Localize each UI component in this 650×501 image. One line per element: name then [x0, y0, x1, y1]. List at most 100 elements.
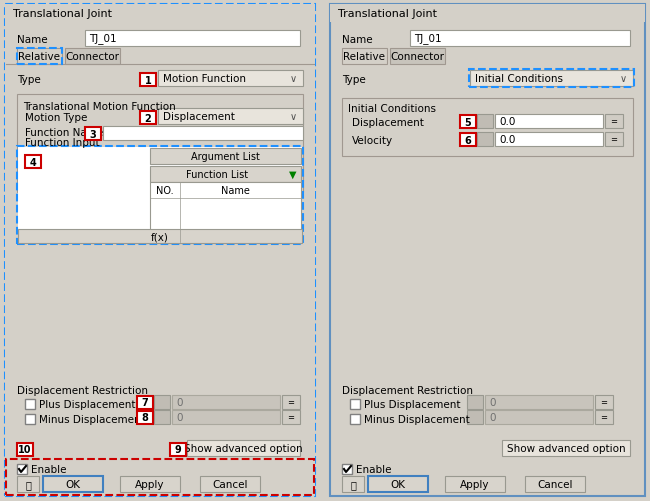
Bar [342, 49, 387, 65]
Bar [5, 23, 315, 496]
Text: Function List: Function List [186, 170, 248, 180]
Text: 9: 9 [175, 444, 181, 454]
Text: Apply: Apply [135, 479, 164, 489]
Bar [368, 476, 428, 492]
Bar [460, 134, 476, 147]
Text: 6: 6 [465, 135, 471, 145]
Bar [502, 440, 630, 456]
Text: =: = [610, 117, 617, 126]
Bar [342, 476, 364, 492]
Text: ▼: ▼ [289, 170, 297, 180]
Bar [485, 410, 593, 424]
Bar [495, 133, 603, 147]
Text: Enable: Enable [356, 464, 391, 474]
Bar [350, 399, 360, 409]
Text: 🔧: 🔧 [25, 479, 31, 489]
Text: Relative: Relative [343, 52, 385, 62]
Text: Argument List: Argument List [190, 152, 259, 162]
Text: Name: Name [220, 186, 250, 195]
Bar [467, 395, 483, 409]
Text: Displacement Restriction: Displacement Restriction [342, 385, 473, 395]
Bar [605, 133, 623, 147]
Text: 0: 0 [489, 397, 495, 407]
Bar [150, 149, 301, 165]
Bar [137, 396, 153, 409]
Bar [525, 476, 585, 492]
Text: Initial Conditions: Initial Conditions [348, 104, 436, 114]
Bar [25, 156, 41, 169]
Text: Type: Type [17, 75, 41, 85]
Bar [595, 410, 613, 424]
Text: Apply: Apply [460, 479, 489, 489]
Text: Plus Displacement: Plus Displacement [364, 399, 460, 409]
Text: 4: 4 [30, 157, 36, 167]
Bar [170, 443, 186, 456]
Bar [85, 128, 101, 141]
Bar [120, 476, 180, 492]
Text: =: = [287, 413, 294, 422]
Text: Displacement Restriction: Displacement Restriction [17, 385, 148, 395]
Bar [410, 31, 630, 47]
Text: 0.0: 0.0 [499, 135, 515, 145]
Text: 2: 2 [145, 113, 151, 123]
Text: Name: Name [17, 35, 47, 45]
Bar [460, 116, 476, 129]
Text: OK: OK [66, 479, 81, 489]
Bar [25, 399, 35, 409]
Text: Show advanced option: Show advanced option [507, 443, 625, 453]
Text: Initial Conditions: Initial Conditions [475, 74, 563, 84]
Bar [470, 71, 633, 87]
Bar [17, 95, 303, 192]
Bar [158, 109, 303, 125]
Bar [495, 115, 603, 129]
Bar [25, 414, 35, 424]
Text: Displacement: Displacement [352, 118, 424, 128]
Bar [17, 464, 27, 474]
Bar [65, 49, 120, 65]
Text: NO.: NO. [156, 186, 174, 195]
Bar [172, 395, 280, 409]
Text: 5: 5 [465, 117, 471, 127]
Bar [282, 410, 300, 424]
Bar [469, 70, 634, 88]
Text: Velocity: Velocity [352, 136, 393, 146]
Bar [342, 99, 633, 157]
Text: Minus Displacement: Minus Displacement [364, 414, 470, 424]
Text: Motion Type: Motion Type [25, 113, 87, 123]
Bar [150, 183, 301, 242]
Text: f(x): f(x) [151, 231, 169, 241]
Text: TJ_01: TJ_01 [414, 34, 441, 45]
Text: Translational Joint: Translational Joint [13, 9, 112, 19]
Text: 🔧: 🔧 [350, 479, 356, 489]
Bar [103, 127, 303, 141]
Bar [605, 115, 623, 129]
Text: Name: Name [342, 35, 372, 45]
Text: 3: 3 [90, 129, 96, 139]
Text: 0: 0 [176, 397, 183, 407]
Bar [158, 71, 303, 87]
Text: Type: Type [342, 75, 366, 85]
Text: Connector: Connector [390, 52, 444, 62]
Text: Motion Function: Motion Function [163, 74, 246, 84]
Bar [5, 5, 315, 23]
Text: Function Name: Function Name [25, 128, 103, 138]
Text: 8: 8 [142, 413, 148, 423]
Bar [154, 395, 170, 409]
Text: Translational Motion Function: Translational Motion Function [23, 102, 176, 112]
Bar [17, 49, 62, 65]
Bar [18, 148, 302, 243]
Text: Show advanced option: Show advanced option [184, 443, 303, 453]
Text: 10: 10 [18, 444, 32, 454]
Bar [467, 410, 483, 424]
Text: 0: 0 [489, 412, 495, 422]
Text: Relative: Relative [18, 52, 60, 62]
Text: Cancel: Cancel [213, 479, 248, 489]
Bar [17, 49, 62, 65]
Text: =: = [610, 135, 617, 144]
Text: TJ_01: TJ_01 [89, 34, 116, 45]
Text: Minus Displacement: Minus Displacement [39, 414, 145, 424]
Text: =: = [601, 398, 608, 407]
Text: Translational Joint: Translational Joint [338, 9, 437, 19]
Bar [137, 411, 153, 424]
Bar [595, 395, 613, 409]
